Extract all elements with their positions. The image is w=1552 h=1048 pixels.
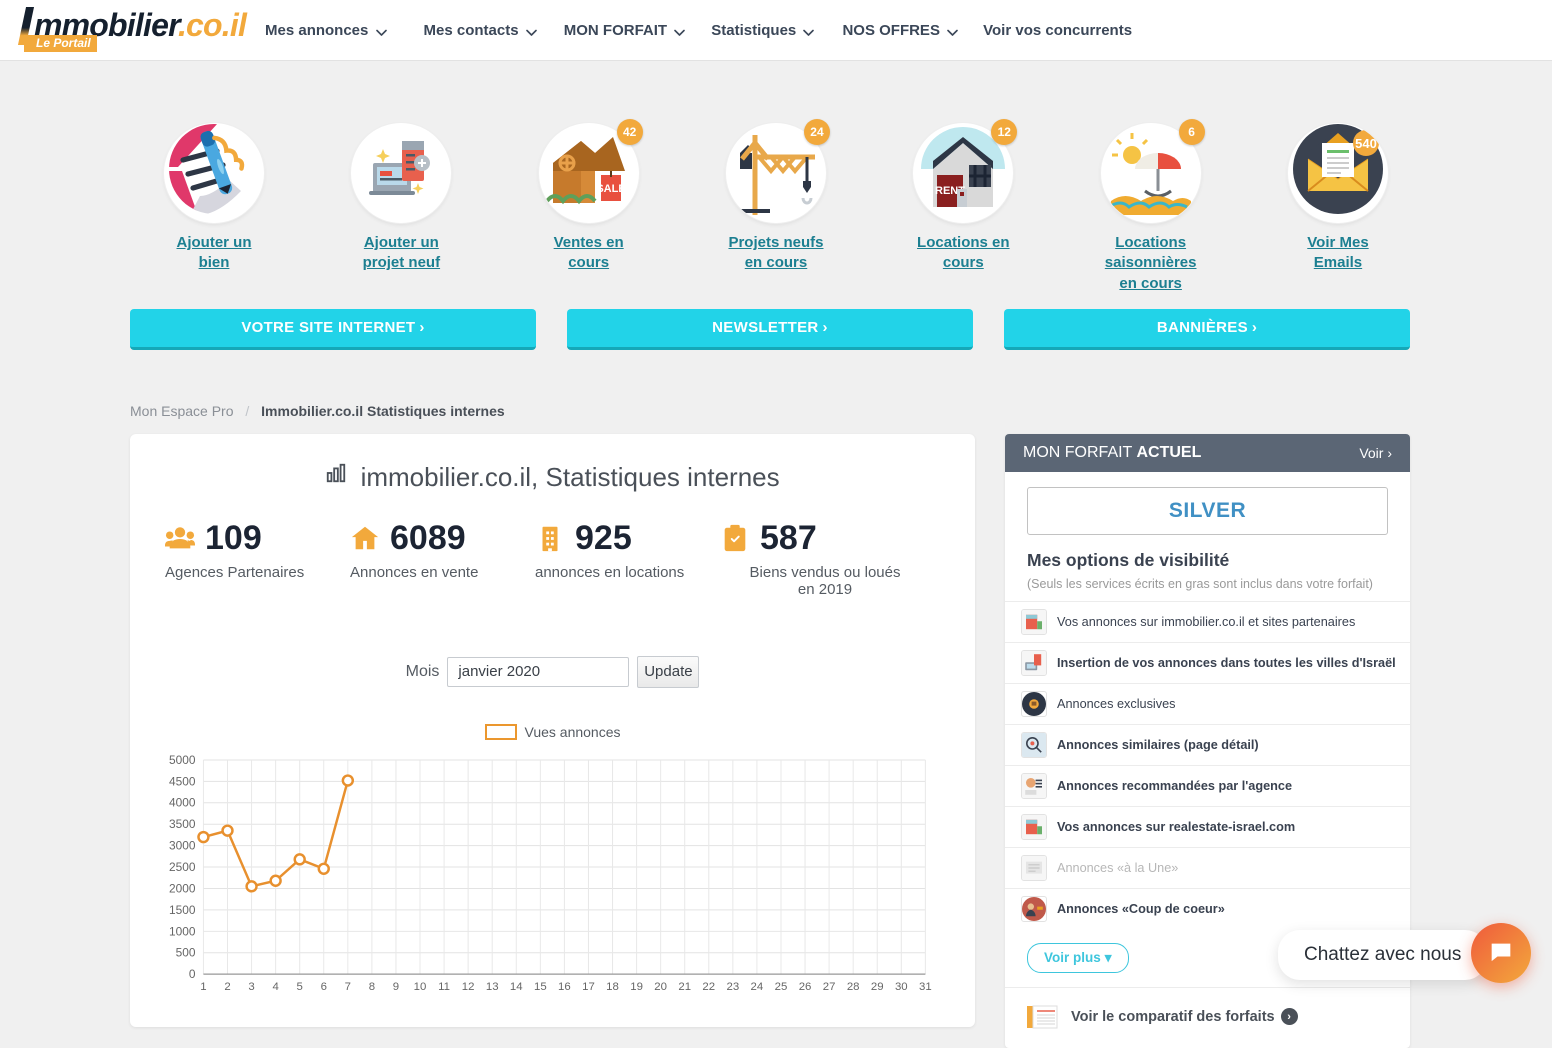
svg-text:0: 0 [189,967,196,981]
svg-text:23: 23 [727,981,740,992]
svg-text:1000: 1000 [169,924,196,938]
svg-text:14: 14 [510,981,523,992]
svg-text:12: 12 [462,981,475,992]
svg-text:3000: 3000 [169,838,196,852]
svg-text:7: 7 [345,981,351,992]
svg-text:4000: 4000 [169,796,196,810]
svg-text:1500: 1500 [169,903,196,917]
svg-text:4: 4 [272,981,278,992]
svg-text:18: 18 [606,981,619,992]
svg-text:6: 6 [321,981,327,992]
svg-text:8: 8 [369,981,375,992]
svg-text:2000: 2000 [169,881,196,895]
svg-text:3500: 3500 [169,817,196,831]
svg-text:1: 1 [200,981,206,992]
svg-text:25: 25 [775,981,788,992]
svg-text:31: 31 [919,981,932,992]
svg-text:540: 540 [1355,136,1377,151]
svg-text:26: 26 [799,981,812,992]
svg-text:11: 11 [438,981,450,992]
svg-text:2500: 2500 [169,860,196,874]
svg-text:15: 15 [534,981,547,992]
svg-text:5: 5 [297,981,303,992]
svg-text:29: 29 [871,981,884,992]
svg-text:16: 16 [558,981,571,992]
svg-text:22: 22 [702,981,715,992]
svg-text:24: 24 [751,981,764,992]
svg-text:4500: 4500 [169,774,196,788]
svg-text:21: 21 [678,981,691,992]
svg-text:9: 9 [393,981,399,992]
svg-text:17: 17 [582,981,595,992]
svg-text:19: 19 [630,981,643,992]
svg-text:10: 10 [414,981,427,992]
svg-text:500: 500 [176,945,196,959]
svg-text:28: 28 [847,981,860,992]
svg-text:5000: 5000 [169,754,196,767]
svg-text:13: 13 [486,981,499,992]
svg-text:27: 27 [823,981,836,992]
svg-text:3: 3 [248,981,254,992]
svg-text:30: 30 [895,981,908,992]
svg-text:20: 20 [654,981,667,992]
svg-text:SALE: SALE [596,183,625,195]
svg-text:2: 2 [224,981,230,992]
